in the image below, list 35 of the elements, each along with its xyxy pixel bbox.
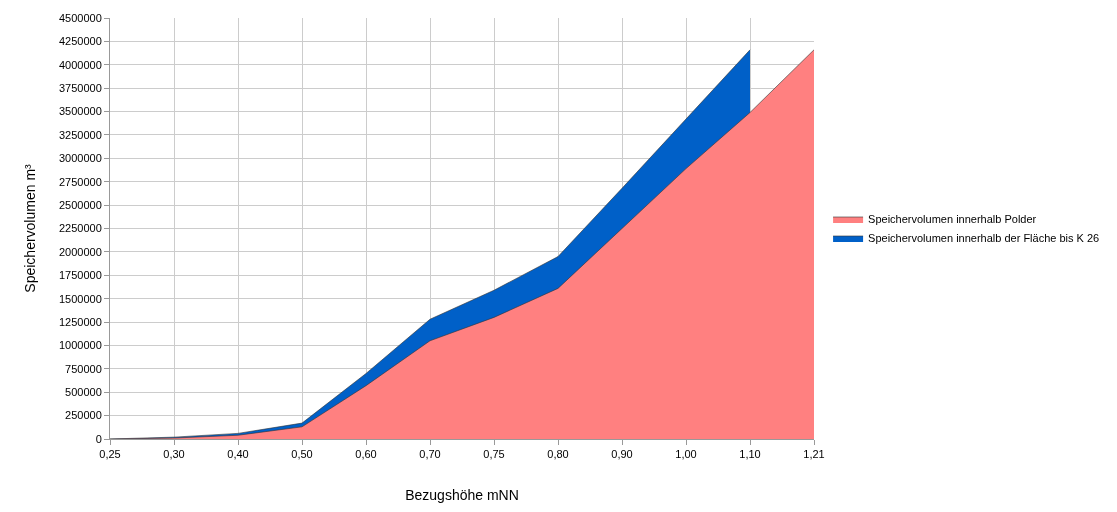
- y-tick-label: 0: [95, 432, 102, 445]
- x-tick-label: 1,21: [803, 448, 825, 461]
- x-tick-label: 0,30: [163, 448, 185, 461]
- x-tick-label: 0,90: [611, 448, 633, 461]
- legend-label: Speichervolumen innerhalb der Fläche bis K 26: [868, 232, 1100, 245]
- y-tick-label: 3500000: [58, 105, 102, 118]
- y-tick-label: 1250000: [58, 315, 102, 328]
- y-tick-label: 4250000: [58, 35, 102, 48]
- y-tick-label: 1000000: [58, 339, 102, 352]
- x-tick-label: 0,75: [483, 448, 505, 461]
- y-tick-label: 750000: [65, 362, 102, 375]
- y-tick-label: 4000000: [58, 58, 102, 71]
- y-tick-label: 2000000: [58, 245, 102, 258]
- x-tick-label: 0,60: [355, 448, 377, 461]
- y-tick-label: 250000: [65, 409, 102, 422]
- y-tick-label: 4500000: [58, 11, 102, 24]
- x-tick-label: 0,25: [99, 448, 121, 461]
- y-tick-label: 1500000: [58, 292, 102, 305]
- y-tick-label: 3750000: [58, 82, 102, 95]
- y-tick-label: 2500000: [58, 198, 102, 211]
- x-tick-label: 1,10: [739, 448, 761, 461]
- x-tick-label: 0,70: [419, 448, 441, 461]
- x-tick-label: 1,00: [675, 448, 697, 461]
- y-tick-label: 3000000: [58, 152, 102, 165]
- y-tick-label: 2250000: [58, 222, 102, 235]
- y-tick-label: 3250000: [58, 128, 102, 141]
- x-tick-label: 0,80: [547, 448, 569, 461]
- y-tick-label: 1750000: [58, 269, 102, 282]
- x-tick-label: 0,40: [227, 448, 249, 461]
- y-tick-label: 2750000: [58, 175, 102, 188]
- y-tick-label: 500000: [65, 386, 102, 399]
- x-axis-title: Bezugshöhe mNN: [405, 486, 519, 503]
- y-axis-title: Speichervolumen m³: [21, 163, 38, 293]
- legend-label: Speichervolumen innerhalb Polder: [868, 213, 1037, 226]
- x-tick-label: 0,50: [291, 448, 313, 461]
